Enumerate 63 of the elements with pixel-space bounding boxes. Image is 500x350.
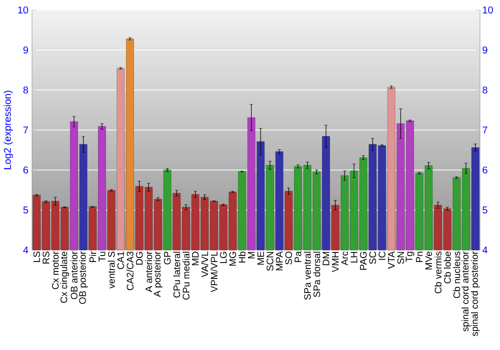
y-tick-label: 9	[23, 46, 28, 54]
y-tick-label: 8	[23, 86, 28, 94]
x-tick-label: Tu	[98, 252, 106, 262]
x-tick-label: SPa ventral	[304, 252, 311, 300]
x-tick-label: GP	[164, 252, 171, 264]
y2-tick-label: 7	[482, 126, 488, 134]
x-tick-label: SPa dorsal	[313, 252, 320, 298]
x-tick-label: Pa	[294, 251, 302, 262]
x-tick-label: IC	[378, 252, 386, 260]
y-axis-title: Log2 (expression)	[4, 90, 13, 170]
x-tick-label: Pir	[89, 251, 96, 262]
y2-tick-label: 8	[482, 86, 488, 94]
x-tick-label: Cb nucleus	[453, 252, 460, 298]
x-tick-label: MVe	[425, 252, 432, 270]
x-tick-label: SN	[397, 252, 404, 264]
x-tick-label: OB posterior	[78, 251, 88, 304]
x-tick-label: MPA	[276, 251, 283, 270]
x-tick-label: VTA	[388, 251, 395, 269]
x-tick-label: CPu medial	[182, 252, 190, 300]
x-tick-label: Cb lobe	[444, 252, 451, 284]
x-tick-label: SCN	[266, 252, 274, 271]
x-tick-label: LH	[350, 252, 358, 263]
y2-tick-label: 5	[482, 206, 488, 214]
x-tick-label: OB anterior	[70, 251, 78, 300]
x-tick-label: ME	[257, 252, 264, 265]
x-tick-label: SO	[285, 252, 292, 264]
x-tick-label: A posterior	[154, 251, 162, 297]
x-tick-label: LS	[33, 252, 40, 262]
x-tick-label: CPu lateral	[173, 252, 180, 298]
y-tick-label: 5	[23, 206, 28, 214]
x-tick-label: SC	[369, 252, 376, 264]
x-tick-label: Pn	[416, 252, 423, 262]
y-tick-label: 6	[23, 166, 28, 174]
y2-tick-label: 4	[482, 246, 488, 254]
x-tick-label: MG	[229, 252, 236, 266]
x-tick-label: PAG	[360, 252, 367, 270]
x-tick-label: VPM/VPL	[210, 252, 218, 292]
x-tick-label: Cx cingulate	[60, 252, 70, 303]
y2-tick-label: 9	[482, 46, 488, 54]
y-tick-label: 7	[23, 126, 28, 134]
x-tick-label: CA2/CA3	[126, 252, 134, 290]
x-tick-label: CA1	[117, 252, 124, 270]
x-tick-label: DM	[322, 252, 330, 266]
x-tick-label: Cx motor	[52, 251, 59, 290]
x-tick-label: M	[248, 252, 255, 258]
x-tick-label: Cb vermis	[434, 252, 442, 294]
x-tick-label: VMH	[332, 252, 339, 272]
y2-tick-label: 6	[482, 166, 488, 174]
x-tick-label: ventral S	[108, 252, 115, 289]
x-tick-label: spinal cord anterior	[462, 251, 470, 332]
x-tick-label: RS	[42, 252, 50, 264]
x-tick-label: spinal cord posterior	[470, 251, 480, 336]
x-tick-label: A anterior	[145, 251, 152, 292]
y-tick-label: 4	[23, 246, 28, 254]
x-tick-label: MD	[192, 252, 199, 266]
x-tick-label: DG	[136, 252, 143, 265]
x-tick-label: Tg	[406, 252, 414, 262]
x-tick-label: Arc	[341, 251, 348, 266]
x-tick-label: VA/VL	[201, 252, 208, 278]
y-tick-label: 10	[18, 6, 28, 14]
x-tick-label: Hb	[238, 252, 246, 263]
y2-tick-label: 10	[482, 6, 493, 14]
x-tick-label: LG	[220, 252, 227, 264]
